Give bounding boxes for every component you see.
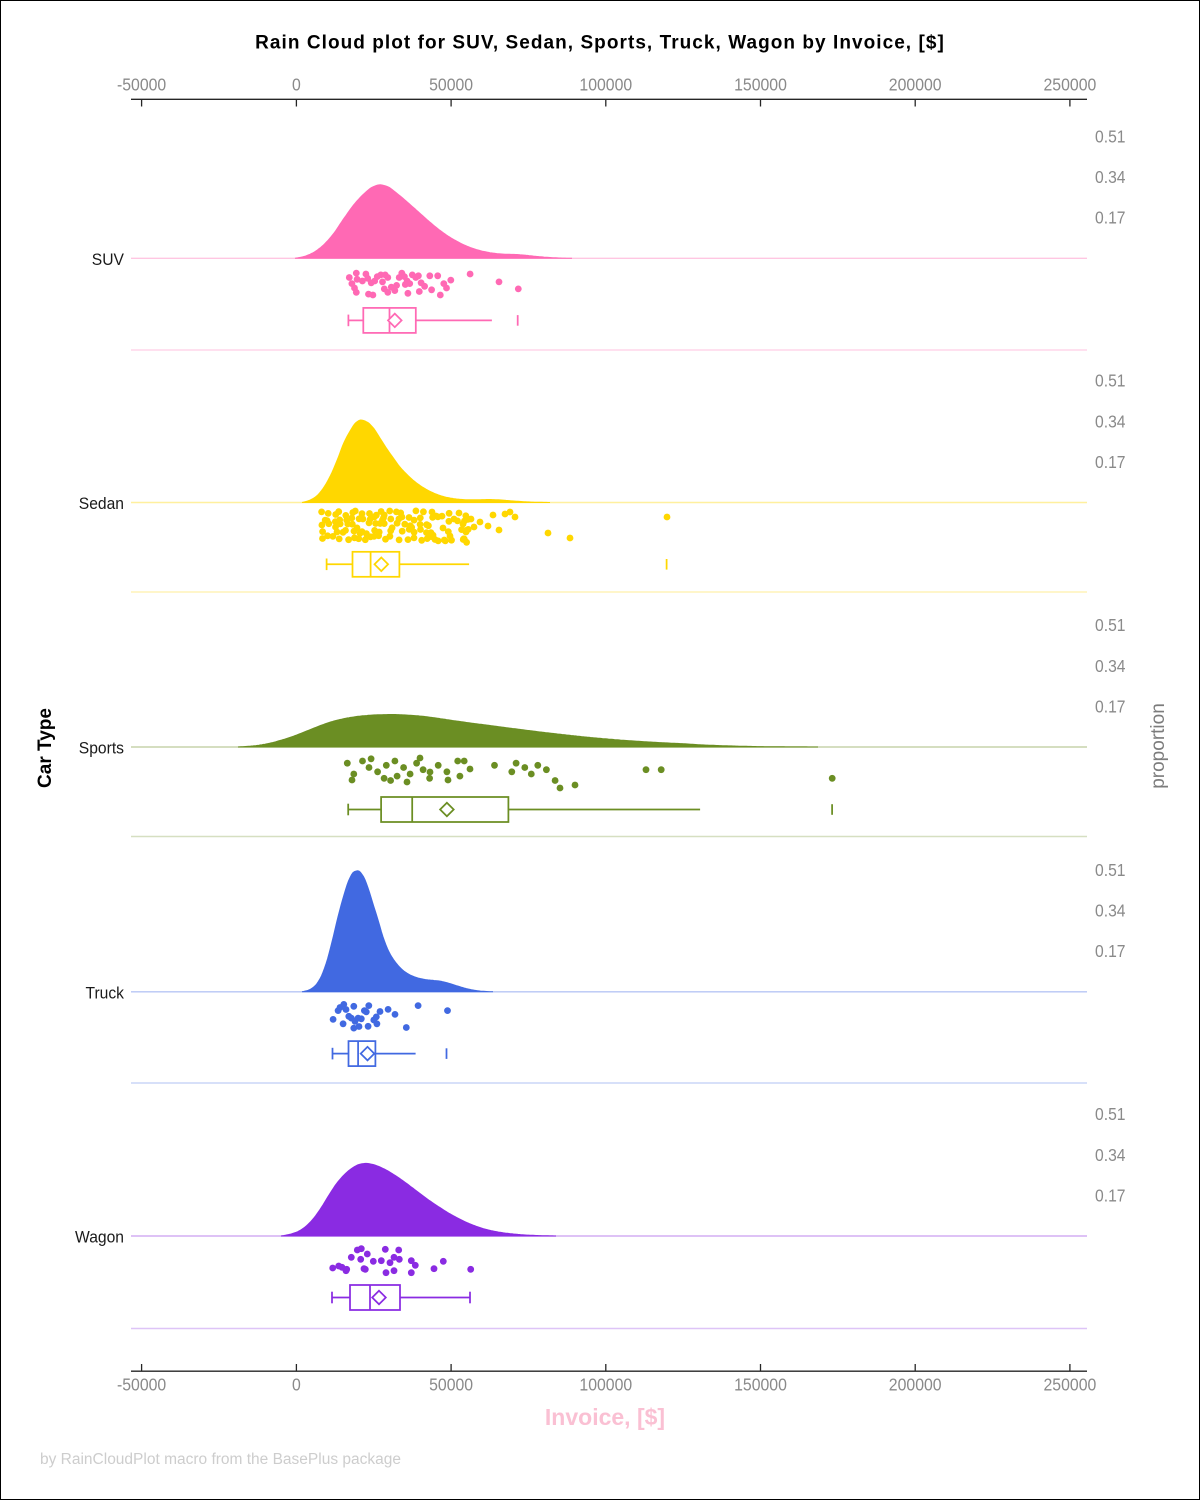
svg-text:0.51: 0.51 [1095,371,1126,391]
svg-text:200000: 200000 [889,1375,942,1395]
svg-text:Wagon: Wagon [75,1228,124,1247]
svg-text:0.17: 0.17 [1095,941,1126,961]
svg-text:Invoice, [$]: Invoice, [$] [545,1404,665,1430]
svg-text:0.34: 0.34 [1095,167,1126,187]
svg-text:Car Type: Car Type [35,708,56,788]
svg-text:SUV: SUV [92,250,125,269]
svg-text:250000: 250000 [1044,75,1097,95]
svg-text:150000: 150000 [734,1375,787,1395]
svg-text:100000: 100000 [579,75,632,95]
svg-text:Sedan: Sedan [79,494,124,513]
svg-text:0.51: 0.51 [1095,860,1126,880]
svg-text:0.51: 0.51 [1095,127,1126,147]
svg-text:by RainCloudPlot macro from th: by RainCloudPlot macro from the BasePlus… [40,1451,401,1468]
svg-text:0.34: 0.34 [1095,656,1126,676]
svg-text:50000: 50000 [429,1375,473,1395]
svg-text:0.17: 0.17 [1095,208,1126,228]
svg-text:0.17: 0.17 [1095,696,1126,716]
svg-text:Rain Cloud plot for SUV, Sedan: Rain Cloud plot for SUV, Sedan, Sports, … [255,33,945,54]
svg-text:250000: 250000 [1044,1375,1097,1395]
svg-text:0.17: 0.17 [1095,452,1126,472]
svg-text:100000: 100000 [579,1375,632,1395]
svg-text:0.51: 0.51 [1095,1104,1126,1124]
svg-text:0.17: 0.17 [1095,1185,1126,1205]
svg-text:150000: 150000 [734,75,787,95]
svg-text:0: 0 [292,75,301,95]
svg-text:Truck: Truck [86,983,125,1002]
svg-text:0.34: 0.34 [1095,411,1126,431]
svg-text:50000: 50000 [429,75,473,95]
svg-text:proportion: proportion [1148,703,1169,789]
svg-text:200000: 200000 [889,75,942,95]
svg-text:0.51: 0.51 [1095,615,1126,635]
svg-text:Sports: Sports [79,739,124,758]
svg-text:-50000: -50000 [117,75,166,95]
svg-text:0.34: 0.34 [1095,1145,1126,1165]
svg-text:0.34: 0.34 [1095,901,1126,921]
svg-text:-50000: -50000 [117,1375,166,1395]
svg-text:0: 0 [292,1375,301,1395]
